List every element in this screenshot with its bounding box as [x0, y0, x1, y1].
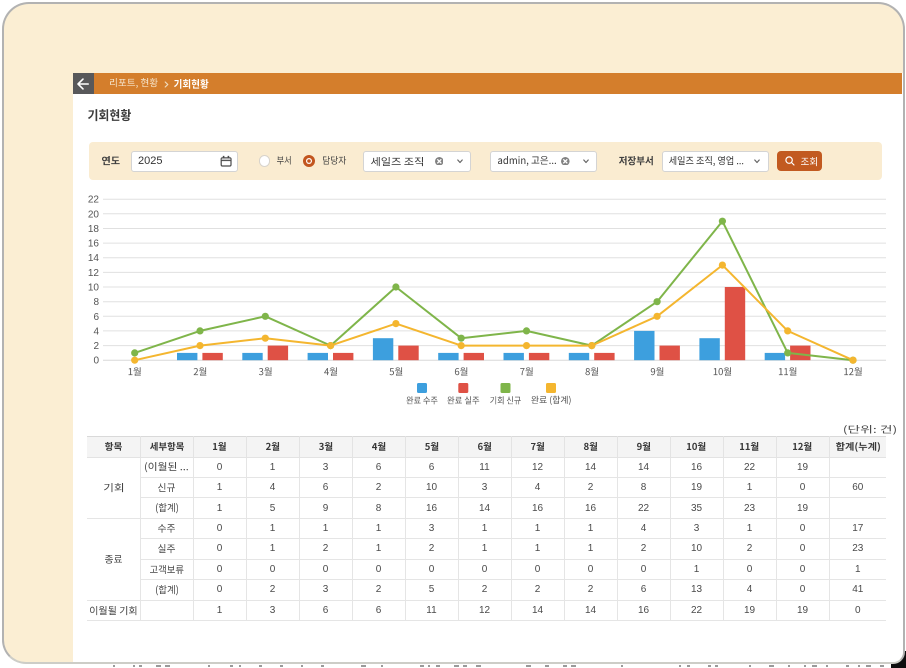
svg-text:16: 16: [88, 239, 100, 250]
svg-text:14: 14: [88, 253, 100, 264]
svg-text:2: 2: [93, 341, 99, 352]
svg-text:10: 10: [88, 283, 100, 294]
svg-text:12: 12: [88, 268, 100, 279]
svg-text:6: 6: [93, 312, 99, 323]
svg-text:8: 8: [93, 297, 99, 308]
svg-text:4: 4: [93, 326, 99, 337]
svg-text:18: 18: [88, 224, 100, 235]
svg-text:22: 22: [88, 195, 100, 206]
svg-text:20: 20: [88, 209, 100, 220]
svg-text:0: 0: [93, 356, 99, 367]
